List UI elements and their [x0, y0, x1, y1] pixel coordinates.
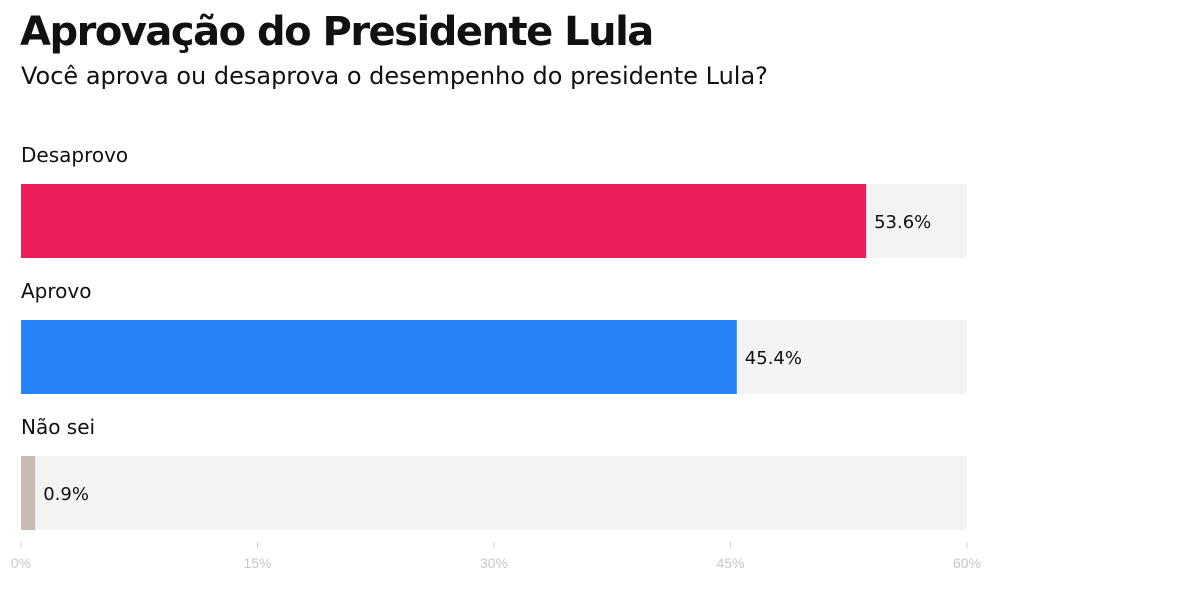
bar [21, 184, 867, 258]
category-label: Desaprovo [21, 143, 128, 167]
x-tick-label: 15% [243, 555, 271, 571]
chart-subtitle: Você aprova ou desaprova o desempenho do… [21, 62, 768, 90]
bar [21, 456, 36, 530]
value-label: 53.6% [874, 212, 931, 233]
x-tick-label: 0% [11, 555, 31, 571]
x-tick-label: 45% [716, 555, 744, 571]
bar-track [21, 456, 967, 530]
chart-title: Aprovação do Presidente Lula [20, 9, 654, 55]
category-label: Não sei [21, 415, 95, 439]
value-label: 45.4% [745, 348, 802, 369]
x-tick-label: 60% [953, 555, 981, 571]
x-tick-label: 30% [480, 555, 508, 571]
value-label: 0.9% [43, 484, 89, 505]
category-label: Aprovo [21, 279, 91, 303]
bar [21, 320, 737, 394]
